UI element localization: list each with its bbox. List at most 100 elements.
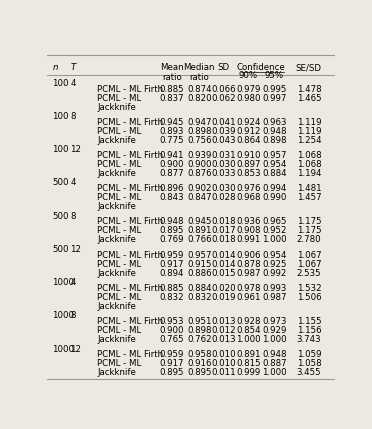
Text: 0.979: 0.979: [236, 85, 260, 94]
Text: 0.957: 0.957: [187, 251, 212, 260]
Text: 0.847: 0.847: [187, 193, 212, 202]
Text: 0.958: 0.958: [187, 350, 212, 359]
Text: 0.999: 0.999: [236, 368, 260, 377]
Text: 0.832: 0.832: [160, 293, 184, 302]
Text: 0.015: 0.015: [212, 269, 236, 278]
Text: 0.948: 0.948: [262, 127, 286, 136]
Text: 1.068: 1.068: [296, 151, 321, 160]
Text: 1.068: 1.068: [296, 160, 321, 169]
Text: 0.954: 0.954: [262, 160, 286, 169]
Text: 0.013: 0.013: [212, 335, 236, 344]
Text: 0.929: 0.929: [262, 326, 286, 335]
Text: 0.912: 0.912: [236, 127, 260, 136]
Text: 8: 8: [70, 311, 76, 320]
Text: 100: 100: [52, 145, 69, 154]
Text: 0.957: 0.957: [262, 151, 286, 160]
Text: 1.067: 1.067: [296, 251, 321, 260]
Text: PCML - ML: PCML - ML: [97, 127, 141, 136]
Text: 0.987: 0.987: [262, 293, 286, 302]
Text: 1.155: 1.155: [296, 317, 321, 326]
Text: PCML - ML Firth: PCML - ML Firth: [97, 118, 163, 127]
Text: 0.766: 0.766: [187, 236, 212, 245]
Text: 0.961: 0.961: [236, 293, 260, 302]
Text: 1.175: 1.175: [296, 227, 321, 236]
Text: 0.884: 0.884: [262, 169, 286, 178]
Text: 0.991: 0.991: [236, 236, 260, 245]
Text: PCML - ML: PCML - ML: [97, 260, 141, 269]
Text: ratio: ratio: [189, 73, 209, 82]
Text: 0.898: 0.898: [262, 136, 286, 145]
Text: 0.995: 0.995: [262, 85, 286, 94]
Text: 0.762: 0.762: [187, 335, 212, 344]
Text: 0.864: 0.864: [236, 136, 261, 145]
Text: 0.997: 0.997: [262, 94, 286, 103]
Text: 12: 12: [70, 145, 81, 154]
Text: Jackknife: Jackknife: [97, 169, 136, 178]
Text: 0.897: 0.897: [236, 160, 260, 169]
Text: 0.887: 0.887: [262, 359, 286, 368]
Text: 0.893: 0.893: [160, 127, 184, 136]
Text: Jackknife: Jackknife: [97, 103, 136, 112]
Text: 0.895: 0.895: [160, 227, 184, 236]
Text: ratio: ratio: [162, 73, 182, 82]
Text: 8: 8: [70, 211, 76, 221]
Text: PCML - ML Firth: PCML - ML Firth: [97, 151, 163, 160]
Text: 0.878: 0.878: [236, 260, 261, 269]
Text: 1.457: 1.457: [296, 193, 321, 202]
Text: 1.156: 1.156: [296, 326, 321, 335]
Text: PCML - ML Firth: PCML - ML Firth: [97, 184, 163, 193]
Text: 0.030: 0.030: [212, 184, 236, 193]
Text: 0.947: 0.947: [187, 118, 212, 127]
Text: 0.019: 0.019: [212, 293, 236, 302]
Text: 0.925: 0.925: [262, 260, 286, 269]
Text: PCML - ML Firth: PCML - ML Firth: [97, 350, 163, 359]
Text: 0.877: 0.877: [160, 169, 184, 178]
Text: n: n: [52, 63, 58, 72]
Text: 0.902: 0.902: [187, 184, 212, 193]
Text: 1.058: 1.058: [296, 359, 321, 368]
Text: 0.014: 0.014: [212, 251, 236, 260]
Text: 0.891: 0.891: [187, 227, 212, 236]
Text: 0.033: 0.033: [212, 169, 236, 178]
Text: PCML - ML Firth: PCML - ML Firth: [97, 251, 163, 260]
Text: 0.965: 0.965: [262, 218, 286, 227]
Text: 0.028: 0.028: [212, 193, 236, 202]
Text: 0.924: 0.924: [236, 118, 260, 127]
Text: 0.973: 0.973: [262, 317, 286, 326]
Text: 3.743: 3.743: [296, 335, 321, 344]
Text: 3.455: 3.455: [296, 368, 321, 377]
Text: 0.896: 0.896: [160, 184, 184, 193]
Text: 0.014: 0.014: [212, 260, 236, 269]
Text: 0.832: 0.832: [187, 293, 212, 302]
Text: Jackknife: Jackknife: [97, 136, 136, 145]
Text: 0.765: 0.765: [160, 335, 184, 344]
Text: Jackknife: Jackknife: [97, 269, 136, 278]
Text: 0.031: 0.031: [212, 151, 236, 160]
Text: 4: 4: [70, 79, 76, 88]
Text: 0.915: 0.915: [187, 260, 212, 269]
Text: 0.993: 0.993: [262, 284, 286, 293]
Text: Jackknife: Jackknife: [97, 202, 136, 211]
Text: 0.976: 0.976: [236, 184, 260, 193]
Text: Confidence: Confidence: [237, 63, 286, 72]
Text: 4: 4: [70, 278, 76, 287]
Text: 0.928: 0.928: [236, 317, 260, 326]
Text: 0.895: 0.895: [160, 368, 184, 377]
Text: 0.954: 0.954: [262, 251, 286, 260]
Text: 0.894: 0.894: [160, 269, 184, 278]
Text: 100: 100: [52, 79, 69, 88]
Text: 0.945: 0.945: [187, 218, 212, 227]
Text: 0.020: 0.020: [212, 284, 236, 293]
Text: 0.837: 0.837: [160, 94, 184, 103]
Text: 1000: 1000: [52, 311, 74, 320]
Text: 100: 100: [52, 112, 69, 121]
Text: 1.000: 1.000: [262, 236, 286, 245]
Text: 0.885: 0.885: [160, 85, 184, 94]
Text: 0.945: 0.945: [160, 118, 184, 127]
Text: 1.481: 1.481: [296, 184, 321, 193]
Text: 0.900: 0.900: [160, 326, 184, 335]
Text: 0.936: 0.936: [236, 218, 260, 227]
Text: 0.039: 0.039: [212, 127, 236, 136]
Text: 0.953: 0.953: [160, 317, 184, 326]
Text: 1.254: 1.254: [296, 136, 321, 145]
